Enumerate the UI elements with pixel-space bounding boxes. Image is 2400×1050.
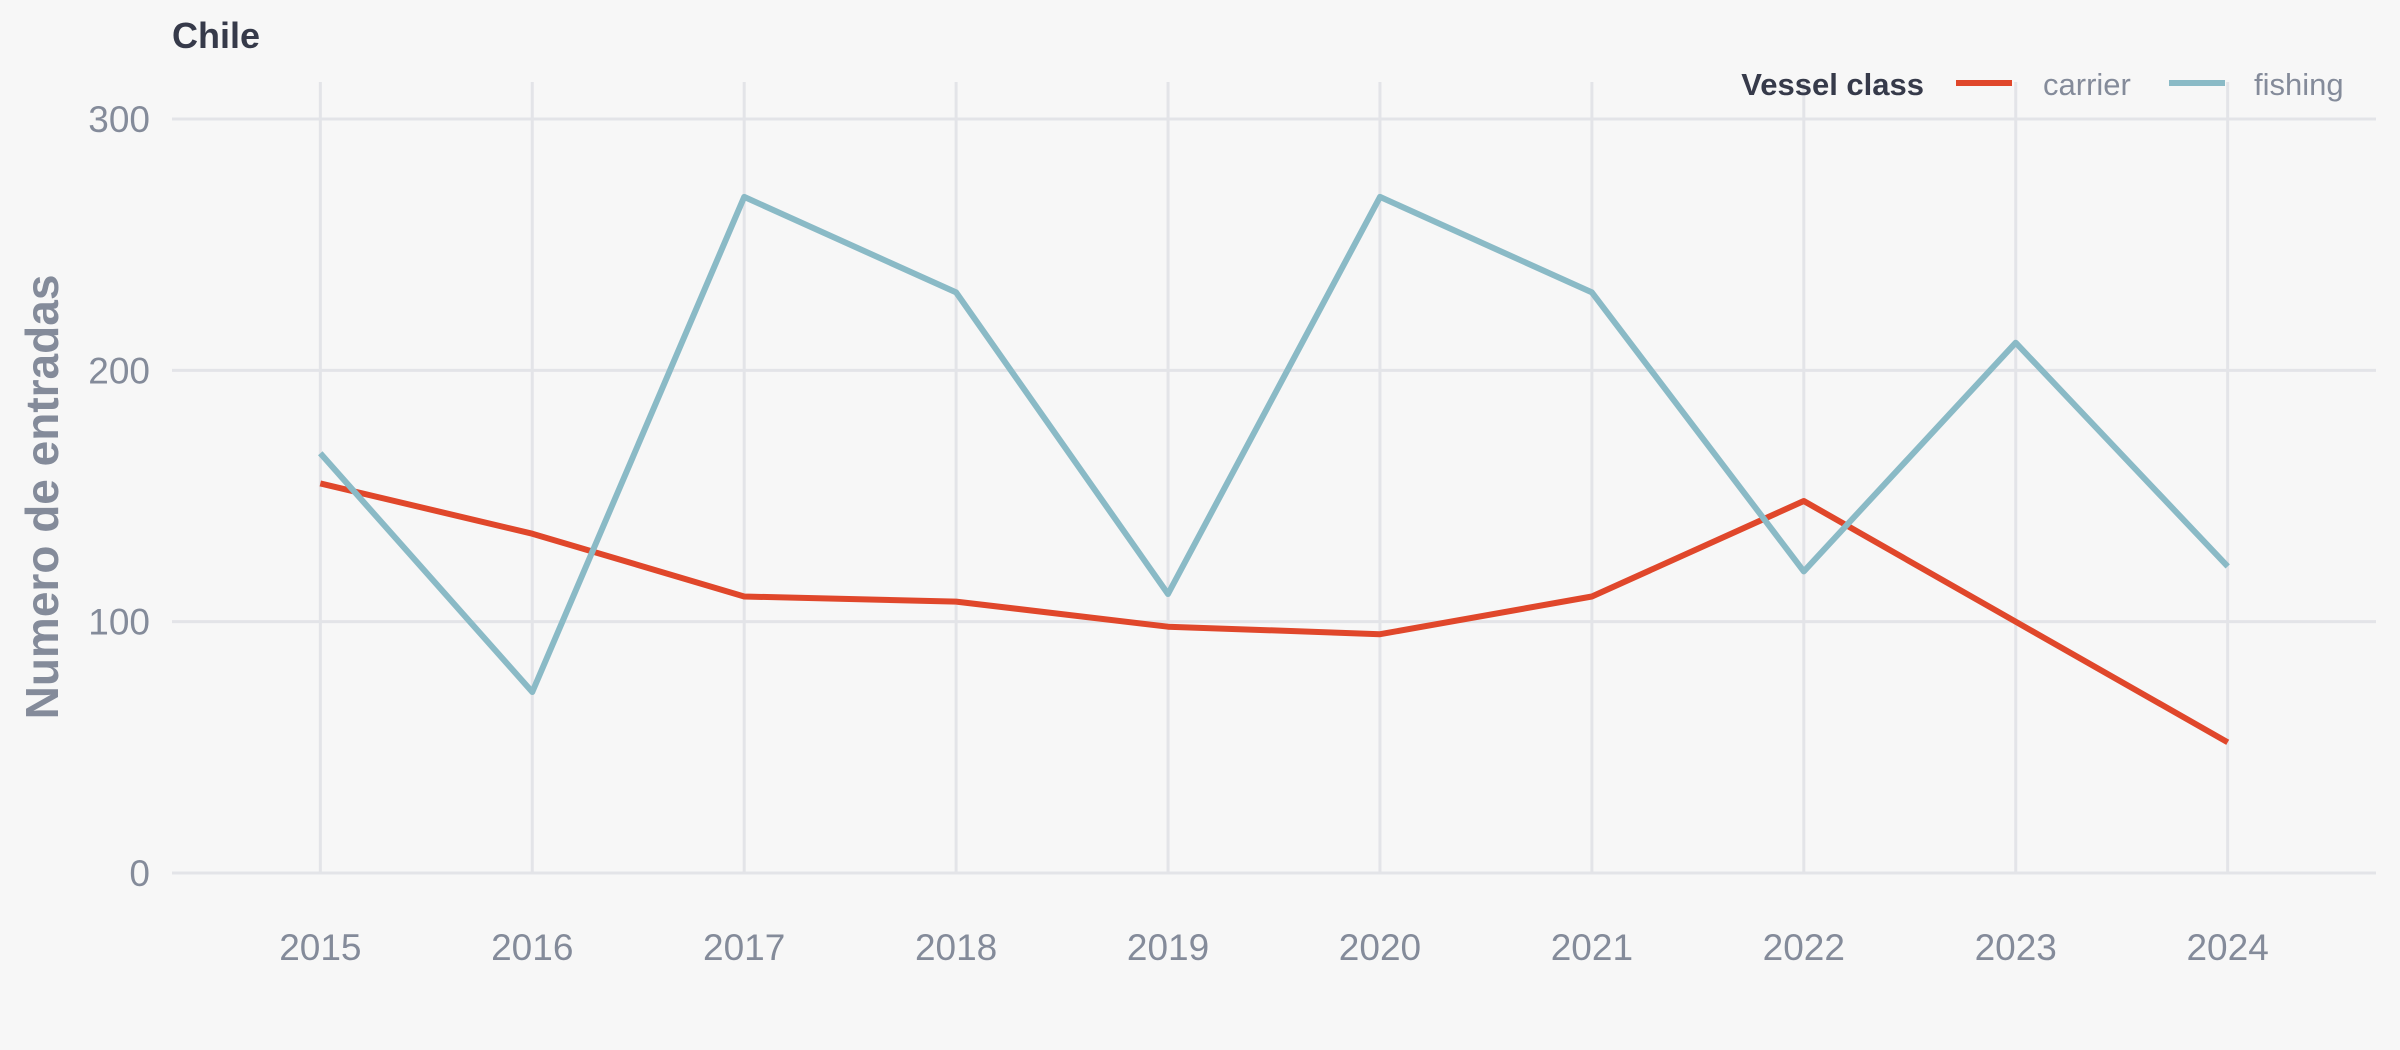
- y-tick-label-200: 200: [88, 350, 150, 391]
- gridlines: [172, 82, 2376, 875]
- x-tick-label-2023: 2023: [1975, 927, 2057, 968]
- series-line-carrier: [319, 480, 2230, 745]
- y-tick-label-100: 100: [88, 602, 150, 643]
- series-lines: [318, 193, 2230, 745]
- x-tick-label-2019: 2019: [1127, 927, 1209, 968]
- legend: Vessel class carrier fishing: [1741, 67, 2343, 102]
- legend-label-carrier: carrier: [2043, 67, 2131, 102]
- x-tick-label-2017: 2017: [703, 927, 785, 968]
- x-tick-label-2018: 2018: [915, 927, 997, 968]
- y-tick-label-0: 0: [129, 853, 150, 894]
- x-tick-label-2020: 2020: [1339, 927, 1421, 968]
- series-line-fishing: [318, 193, 2230, 695]
- tick-labels: 0 100 200 300 2015 2016 2017 2018 2019 2020 2021 20…: [88, 99, 2269, 968]
- chart-title: Chile: [172, 15, 260, 56]
- x-tick-label-2024: 2024: [2186, 927, 2268, 968]
- x-tick-label-2022: 2022: [1763, 927, 1845, 968]
- x-tick-label-2021: 2021: [1551, 927, 1633, 968]
- legend-title: Vessel class: [1741, 67, 1924, 102]
- y-axis-label: Numero de entradas: [16, 275, 68, 720]
- legend-label-fishing: fishing: [2254, 67, 2344, 102]
- y-tick-label-300: 300: [88, 99, 150, 140]
- x-tick-label-2015: 2015: [279, 927, 361, 968]
- x-tick-label-2016: 2016: [491, 927, 573, 968]
